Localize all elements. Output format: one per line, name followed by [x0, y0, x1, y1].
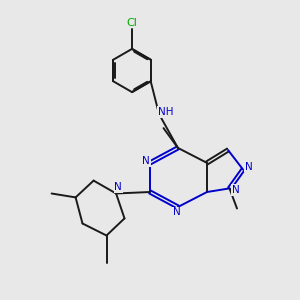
Text: N: N [244, 161, 252, 172]
Text: N: N [114, 182, 122, 193]
Text: N: N [172, 207, 180, 218]
Text: NH: NH [158, 107, 173, 117]
Text: Cl: Cl [127, 18, 137, 28]
Text: N: N [232, 185, 240, 195]
Text: N: N [142, 156, 150, 166]
